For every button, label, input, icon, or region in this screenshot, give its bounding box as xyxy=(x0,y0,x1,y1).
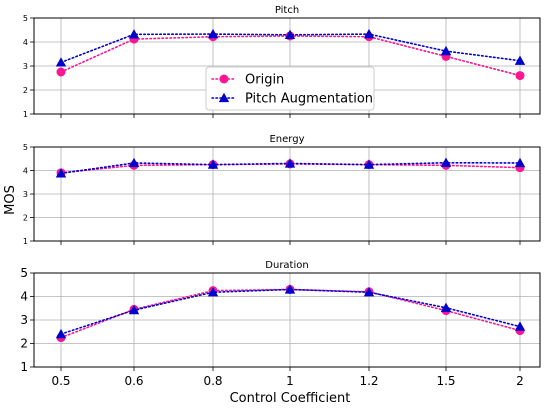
pitch-augmentation-point xyxy=(207,287,219,297)
y-tick-label: 5 xyxy=(23,14,28,23)
legend-box xyxy=(205,66,375,111)
pitch-augmentation-point xyxy=(284,284,296,294)
x-tick-label: 0.8 xyxy=(203,374,222,388)
plot-frame xyxy=(33,17,541,115)
pitch-augmentation-point xyxy=(284,158,296,168)
legend-marker-triangle xyxy=(218,92,230,103)
x-tick-label: 2 xyxy=(516,374,524,388)
y-tick-label: 3 xyxy=(23,62,28,71)
pitch-augmentation-point xyxy=(207,159,219,169)
pitch-augmentation-point xyxy=(440,157,452,167)
legend-marker-circle xyxy=(219,74,229,84)
pitch-augmentation-point xyxy=(440,45,452,56)
y-tick-label: 2 xyxy=(23,213,28,222)
pitch-augmentation-point xyxy=(363,159,375,169)
panel-title: Energy xyxy=(269,134,304,145)
y-tick-label: 1 xyxy=(23,237,28,246)
y-tick-label: 3 xyxy=(23,190,28,199)
origin-point xyxy=(515,71,525,81)
x-tick-label: 0.5 xyxy=(51,374,70,388)
y-tick-label: 5 xyxy=(23,143,28,152)
y-tick-label: 4 xyxy=(23,38,28,47)
plot-frame xyxy=(33,146,541,242)
pitch-augmentation-point xyxy=(363,287,375,297)
y-tick-label: 3 xyxy=(20,313,28,327)
pitch-augmentation-point xyxy=(363,28,375,39)
pitch-augmentation-point xyxy=(440,302,452,312)
pitch-augmentation-point xyxy=(514,55,526,65)
x-tick-label: 0.6 xyxy=(124,374,143,388)
pitch-augmentation-point xyxy=(128,29,140,39)
pitch-augmentation-point xyxy=(55,57,67,67)
y-axis-label: MOS xyxy=(3,185,18,215)
pitch-augmentation-point xyxy=(284,29,296,39)
y-tick-label: 2 xyxy=(23,86,28,95)
legend-label: Origin xyxy=(245,73,284,88)
panel-title: Pitch xyxy=(275,5,299,16)
pitch-augmentation-point xyxy=(514,157,526,168)
plot-frame xyxy=(33,272,541,368)
y-tick-label: 4 xyxy=(20,290,28,304)
x-tick-label: 1 xyxy=(286,374,294,388)
pitch-augmentation-point xyxy=(514,321,526,331)
y-tick-label: 4 xyxy=(23,166,28,175)
duration-panel: Duration 1 2 3 4 5 0.5 0.6 0.8 1 1.2 1.5 2 xyxy=(20,260,541,388)
y-tick-label: 1 xyxy=(20,360,28,374)
x-tick-label: 1.2 xyxy=(359,374,378,388)
pitch-augmentation-point xyxy=(128,304,140,315)
pitch-augmentation-point xyxy=(55,328,67,339)
pitch-augmentation-point xyxy=(128,157,140,168)
pitch-augmentation-point xyxy=(55,168,67,178)
x-tick-label: 1.5 xyxy=(436,374,455,388)
panel-title: Duration xyxy=(265,260,308,271)
energy-panel: Energy 1 2 3 4 5 xyxy=(23,134,541,246)
legend: Origin Pitch Augmentation xyxy=(205,66,375,111)
legend-label: Pitch Augmentation xyxy=(245,92,373,107)
y-tick-label: 1 xyxy=(23,110,28,119)
pitch-augmentation-point xyxy=(207,28,219,39)
y-tick-label: 2 xyxy=(20,337,28,351)
y-tick-label: 5 xyxy=(20,266,28,280)
x-axis-label: Control Coefficient xyxy=(230,391,351,406)
origin-point xyxy=(56,67,66,77)
